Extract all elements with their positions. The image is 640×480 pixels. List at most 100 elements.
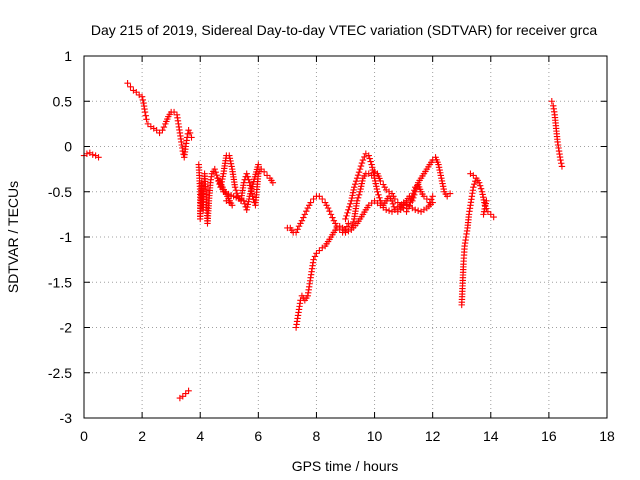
data-point <box>231 184 239 191</box>
data-point <box>342 229 349 236</box>
x-tick-label: 2 <box>138 428 146 444</box>
data-point <box>304 204 311 212</box>
data-point <box>188 134 195 141</box>
data-point <box>437 172 445 179</box>
data-point <box>217 183 225 190</box>
data-point <box>356 165 364 173</box>
data-point <box>391 195 399 203</box>
data-point <box>292 229 300 236</box>
data-point <box>375 191 382 198</box>
data-point <box>348 194 356 202</box>
data-point <box>490 213 497 221</box>
data-point <box>351 181 359 188</box>
data-point <box>376 194 383 201</box>
data-point <box>170 108 178 116</box>
data-point <box>260 168 268 176</box>
x-tick-label: 4 <box>196 428 204 444</box>
data-point <box>226 152 233 159</box>
y-axis-title: SDTVAR / TECUs <box>5 181 21 293</box>
data-point <box>243 170 250 177</box>
data-point <box>216 180 224 187</box>
data-point <box>297 220 304 227</box>
data-point <box>420 193 428 200</box>
data-point <box>349 221 356 229</box>
data-point <box>480 208 488 215</box>
data-point <box>349 192 356 199</box>
data-point <box>186 129 194 137</box>
data-point <box>470 172 477 179</box>
data-point <box>385 207 393 214</box>
data-point <box>227 157 234 165</box>
data-point <box>156 129 163 137</box>
y-tick-label: -1.5 <box>48 274 72 290</box>
data-point <box>557 156 564 164</box>
data-point <box>351 184 358 191</box>
data-point <box>246 179 253 186</box>
data-point <box>390 203 398 211</box>
data-point <box>294 226 301 233</box>
data-point <box>144 120 152 128</box>
data-point <box>480 211 487 218</box>
y-tick-label: -3 <box>60 410 73 426</box>
data-point <box>429 193 436 200</box>
data-point <box>367 158 374 165</box>
data-point <box>182 390 189 397</box>
data-point <box>226 155 234 162</box>
data-point <box>298 217 306 224</box>
data-point <box>558 163 566 170</box>
data-point <box>342 215 349 223</box>
data-point <box>343 212 350 220</box>
data-point <box>403 208 410 215</box>
data-point <box>350 218 357 226</box>
y-tick-label: -0.5 <box>48 184 72 200</box>
data-point <box>349 189 357 196</box>
y-tick-label: -2 <box>60 320 73 336</box>
data-point <box>410 190 417 197</box>
data-point <box>437 169 444 176</box>
data-point <box>313 250 320 257</box>
data-point <box>443 193 451 200</box>
data-point <box>316 247 323 254</box>
data-point <box>348 197 355 204</box>
data-point <box>429 199 436 206</box>
data-point <box>241 200 248 208</box>
data-point <box>245 195 253 203</box>
data-point <box>372 180 379 187</box>
data-point <box>319 195 326 203</box>
data-point <box>295 222 303 230</box>
y-tick-label: 0.5 <box>53 93 73 109</box>
data-point <box>245 198 252 205</box>
data-point <box>470 184 477 191</box>
data-point <box>389 200 397 208</box>
data-point <box>89 151 96 158</box>
data-point <box>143 116 150 123</box>
data-point <box>487 211 494 218</box>
data-point <box>240 179 248 186</box>
data-point <box>477 185 485 192</box>
x-tick-label: 14 <box>483 428 499 444</box>
data-point <box>357 185 364 193</box>
data-point <box>345 227 352 235</box>
data-point <box>213 171 220 179</box>
data-point <box>232 187 240 194</box>
data-point <box>219 185 226 193</box>
data-point <box>212 168 219 176</box>
data-point <box>369 164 376 171</box>
data-point <box>361 153 368 161</box>
data-point <box>479 191 486 198</box>
chart-title: Day 215 of 2019, Sidereal Day-to-day VTE… <box>91 22 597 38</box>
x-tick-label: 16 <box>541 428 557 444</box>
data-points <box>80 79 566 402</box>
data-point <box>345 206 352 214</box>
data-point <box>357 162 365 170</box>
data-point <box>160 123 168 131</box>
data-point <box>411 187 418 194</box>
data-point <box>548 98 555 105</box>
data-point <box>368 161 375 168</box>
data-point <box>377 177 384 185</box>
data-point <box>301 211 309 218</box>
data-point <box>412 206 419 214</box>
x-tick-label: 8 <box>313 428 321 444</box>
